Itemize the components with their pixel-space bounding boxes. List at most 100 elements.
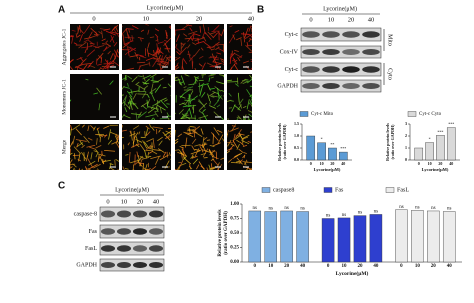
significance-label: ns xyxy=(342,213,347,218)
fiber xyxy=(222,138,224,142)
micrograph xyxy=(175,74,224,120)
significance-label: ns xyxy=(399,205,404,210)
fiber xyxy=(250,131,252,133)
fiber xyxy=(268,82,273,86)
blot-label: Cox-IV xyxy=(280,49,299,55)
fiber xyxy=(149,124,152,128)
fiber xyxy=(242,134,250,140)
fiber xyxy=(236,118,239,120)
fiber xyxy=(234,49,239,52)
y-tick-label: 1 xyxy=(405,145,407,150)
fiber xyxy=(79,25,82,33)
fiber xyxy=(209,100,212,105)
band xyxy=(362,66,380,73)
fiber xyxy=(168,55,171,58)
fiber xyxy=(130,130,133,141)
fiber xyxy=(232,57,238,65)
bar xyxy=(338,151,348,161)
fiber xyxy=(103,125,110,129)
fiber xyxy=(247,117,250,120)
fiber xyxy=(267,46,274,48)
fiber xyxy=(257,133,261,137)
fiber xyxy=(122,33,123,37)
fiber xyxy=(85,78,89,81)
fiber xyxy=(132,140,135,148)
fiber xyxy=(231,104,236,113)
fiber xyxy=(237,115,242,120)
fiber xyxy=(238,101,243,109)
fiber xyxy=(256,126,262,128)
y-tick-label: 0 xyxy=(405,157,407,162)
dose-label: 10 xyxy=(143,15,150,22)
fiber xyxy=(154,156,160,165)
fiber xyxy=(250,101,252,105)
fiber xyxy=(70,99,72,102)
fiber xyxy=(147,107,156,114)
fiber xyxy=(260,84,268,90)
bar xyxy=(306,135,316,161)
y-tick-label: 3 xyxy=(405,121,407,126)
fiber xyxy=(181,24,190,30)
dose-label: 20 xyxy=(196,15,203,22)
fiber xyxy=(263,97,266,106)
fiber xyxy=(82,64,88,70)
fiber xyxy=(194,148,200,157)
fiber xyxy=(154,28,160,32)
fiber xyxy=(86,144,96,148)
fiber xyxy=(148,61,151,67)
fiber xyxy=(70,166,73,169)
fiber xyxy=(123,42,133,51)
fiber xyxy=(191,138,197,145)
fiber xyxy=(150,80,159,82)
fiber xyxy=(265,158,267,162)
fiber xyxy=(255,167,258,177)
fiber xyxy=(192,42,197,46)
fiber xyxy=(268,96,269,102)
fiber xyxy=(254,168,256,171)
fiber xyxy=(253,160,262,162)
fiber xyxy=(160,62,167,65)
fiber xyxy=(179,81,184,85)
fiber xyxy=(158,47,162,55)
fiber xyxy=(209,105,217,109)
fiber xyxy=(265,41,275,44)
fiber xyxy=(234,29,240,33)
fiber xyxy=(185,137,188,148)
fiber xyxy=(235,133,242,137)
fiber xyxy=(70,59,74,63)
fiber xyxy=(80,58,87,64)
fiber xyxy=(127,90,133,98)
fiber xyxy=(128,47,137,53)
fiber xyxy=(175,79,181,81)
fiber xyxy=(192,130,203,138)
fiber xyxy=(113,61,119,67)
fiber xyxy=(257,110,261,115)
fiber xyxy=(114,135,119,144)
fiber xyxy=(202,148,209,158)
bar xyxy=(321,218,335,263)
fiber xyxy=(156,63,165,67)
fiber xyxy=(75,33,78,38)
y-axis-label: (ratio over GAPDH) xyxy=(390,124,395,159)
fiber xyxy=(260,48,268,51)
fiber xyxy=(156,100,158,111)
fiber xyxy=(146,138,154,143)
micrograph xyxy=(227,124,267,177)
fiber xyxy=(227,79,233,82)
fiber xyxy=(202,108,206,112)
fiber xyxy=(263,61,268,67)
fiber xyxy=(164,99,168,102)
fiber xyxy=(218,48,224,52)
significance-label: ns xyxy=(284,206,289,211)
fiber xyxy=(264,63,267,68)
fiber xyxy=(232,34,236,40)
fiber xyxy=(191,106,194,110)
fiber xyxy=(270,27,275,29)
fiber xyxy=(227,118,229,120)
fiber xyxy=(194,144,201,147)
fiber xyxy=(201,137,205,148)
fiber xyxy=(111,26,116,32)
fiber xyxy=(165,136,171,139)
y-tick-label: 1.0 xyxy=(294,133,299,138)
fiber xyxy=(175,46,182,54)
